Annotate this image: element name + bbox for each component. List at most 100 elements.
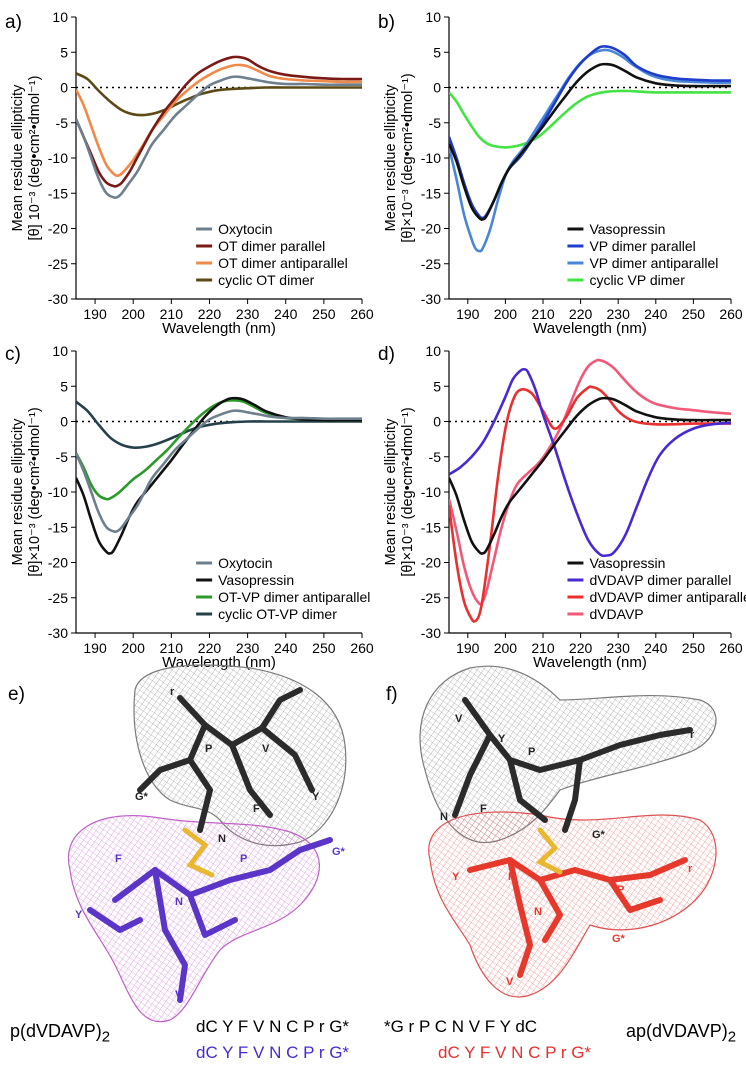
x-tick-label-d-4: 230 <box>607 640 631 656</box>
x-tick-label-a-0: 190 <box>83 306 107 322</box>
x-tick-label-c-5: 240 <box>274 640 298 656</box>
chart-d: d) 10 5 0 -5 -10 -15 -20 -25 -30 190 200 210 220 230 24… <box>378 343 746 671</box>
x-tick-label-b-5: 240 <box>644 306 668 322</box>
series-line-d-2 <box>449 385 731 623</box>
y-tick-label-b-6: -20 <box>421 221 441 237</box>
x-tick-label-d-6: 250 <box>682 640 706 656</box>
legend-label-b-1: VP dimer parallel <box>589 238 695 254</box>
sequence-name-f-subscript: 2 <box>727 1028 737 1046</box>
y-tick-label-c-8: -30 <box>48 625 68 641</box>
series-group-b <box>449 45 731 253</box>
y-tick-label-d-6: -20 <box>421 555 441 571</box>
legend-label-d-0: Vasopressin <box>589 555 665 571</box>
x-tick-label-a-3: 220 <box>198 306 222 322</box>
series-line-c-0 <box>76 409 362 534</box>
legend-label-a-0: Oxytocin <box>218 221 272 237</box>
residue-label-e-2: V <box>262 743 270 755</box>
x-axis-label-b: Wavelength (nm) <box>533 320 647 337</box>
residue-label-f-13: V <box>506 976 514 988</box>
stick-model-purple-e <box>87 837 333 1003</box>
y-tick-label-a-6: -20 <box>48 221 68 237</box>
disulfide-bond-f <box>535 827 563 875</box>
residue-label-f-12: G* <box>612 933 626 945</box>
y-tick-label-d-5: -15 <box>421 519 441 535</box>
y-tick-label-c-3: -5 <box>56 449 69 465</box>
residue-label-f-11: r <box>688 863 693 875</box>
y-tick-label-c-1: 5 <box>60 378 68 394</box>
residue-label-e-1: P <box>205 743 212 755</box>
x-axis-label-a: Wavelength (nm) <box>162 320 276 337</box>
legend-label-c-1: Vasopressin <box>218 572 294 588</box>
sequence-name-e-text: p(dVDAVP) <box>10 1021 102 1041</box>
series-line-d-0 <box>449 396 731 555</box>
chart-c: c) 10 5 0 -5 -10 -15 -20 -25 -30 190 200 210 220 230 24… <box>5 343 374 671</box>
x-tick-label-c-1: 200 <box>122 640 146 656</box>
series-group-a <box>76 55 362 200</box>
y-tick-label-c-4: -10 <box>48 484 68 500</box>
legend-label-a-2: OT dimer antiparallel <box>218 255 348 271</box>
y-axis-label-line2-c: [θ]×10⁻³ (deg•cm²•dmol⁻¹) <box>27 407 43 576</box>
legend-label-c-3: cyclic OT-VP dimer <box>218 606 337 622</box>
residue-label-e-6: Y <box>312 791 320 803</box>
x-tick-label-a-2: 210 <box>160 306 184 322</box>
series-line-a-0 <box>76 75 362 200</box>
legend-label-b-2: VP dimer antiparallel <box>589 255 718 271</box>
y-tick-label-b-1: 5 <box>433 44 441 60</box>
x-tick-label-d-7: 260 <box>719 640 743 656</box>
y-tick-label-c-7: -25 <box>48 590 68 606</box>
y-tick-label-b-2: 0 <box>433 80 441 96</box>
y-tick-label-a-5: -15 <box>48 185 68 201</box>
residue-label-e-8: Y <box>75 909 83 921</box>
sequence-name-e-subscript: 2 <box>101 1028 111 1046</box>
series-line-b-2 <box>449 48 731 253</box>
mesh-surface-gray-e <box>133 664 347 847</box>
legend-label-b-3: cyclic VP dimer <box>589 272 685 288</box>
x-tick-label-a-4: 230 <box>236 306 260 322</box>
x-tick-label-a-7: 260 <box>350 306 374 322</box>
residue-label-f-1: Y <box>498 733 506 745</box>
x-tick-label-b-2: 210 <box>531 306 555 322</box>
residue-label-e-5: F <box>253 803 260 815</box>
x-tick-label-b-4: 230 <box>607 306 631 322</box>
y-axis-label-line1-c: Mean residue ellipticity <box>10 418 26 565</box>
residue-label-e-4: N <box>218 833 226 845</box>
x-tick-label-b-1: 200 <box>494 306 518 322</box>
panel-label-f: f) <box>386 684 398 705</box>
charts-layer: a) 10 5 0 -5 -10 -15 -20 -25 -30 190 200 210 220 230 24… <box>5 9 746 671</box>
residue-label-f-3: r <box>690 729 695 741</box>
x-tick-label-c-3: 220 <box>198 640 222 656</box>
y-tick-label-b-4: -10 <box>421 150 441 166</box>
mesh-surface-red-f <box>428 811 717 998</box>
x-tick-label-b-0: 190 <box>456 306 480 322</box>
residue-label-f-4: N <box>440 811 448 823</box>
y-tick-label-b-5: -15 <box>421 185 441 201</box>
series-line-b-1 <box>449 45 731 220</box>
y-tick-label-d-7: -25 <box>421 590 441 606</box>
legend-label-a-3: cyclic OT dimer <box>218 272 315 288</box>
y-tick-label-b-8: -30 <box>421 291 441 307</box>
residue-label-e-9: N <box>175 896 183 908</box>
series-line-c-3 <box>76 400 362 450</box>
chart-a: a) 10 5 0 -5 -10 -15 -20 -25 -30 190 200 210 220 230 24… <box>5 9 374 337</box>
sequence-name-e: p(dVDAVP)2 <box>10 1021 110 1046</box>
residue-label-e-7: F <box>115 853 122 865</box>
y-tick-label-a-1: 5 <box>60 44 68 60</box>
series-line-a-1 <box>76 55 362 188</box>
sequence-name-f: ap(dVDAVP)2 <box>626 1021 736 1046</box>
residue-label-f-8: Y <box>452 871 460 883</box>
x-tick-label-b-7: 260 <box>719 306 743 322</box>
structure-e: e) r P V G* N F Y F Y N P <box>8 664 347 1023</box>
series-group-d <box>449 358 731 623</box>
panel-label-d: d) <box>378 344 395 365</box>
y-tick-label-d-4: -10 <box>421 484 441 500</box>
x-axis-label-d: Wavelength (nm) <box>533 654 647 671</box>
series-group-c <box>76 396 362 555</box>
residue-label-f-2: P <box>528 746 535 758</box>
series-line-b-3 <box>449 89 731 149</box>
residue-label-f-9: N <box>534 906 542 918</box>
legend-label-c-2: OT-VP dimer antiparallel <box>218 589 370 605</box>
residue-label-e-11: G* <box>332 846 346 858</box>
panel-label-e: e) <box>8 684 25 705</box>
y-axis-label-line2-b: [θ]×10⁻³ (deg•cm²•dmol⁻¹) <box>400 73 416 242</box>
residue-label-e-12: V <box>175 989 183 1001</box>
